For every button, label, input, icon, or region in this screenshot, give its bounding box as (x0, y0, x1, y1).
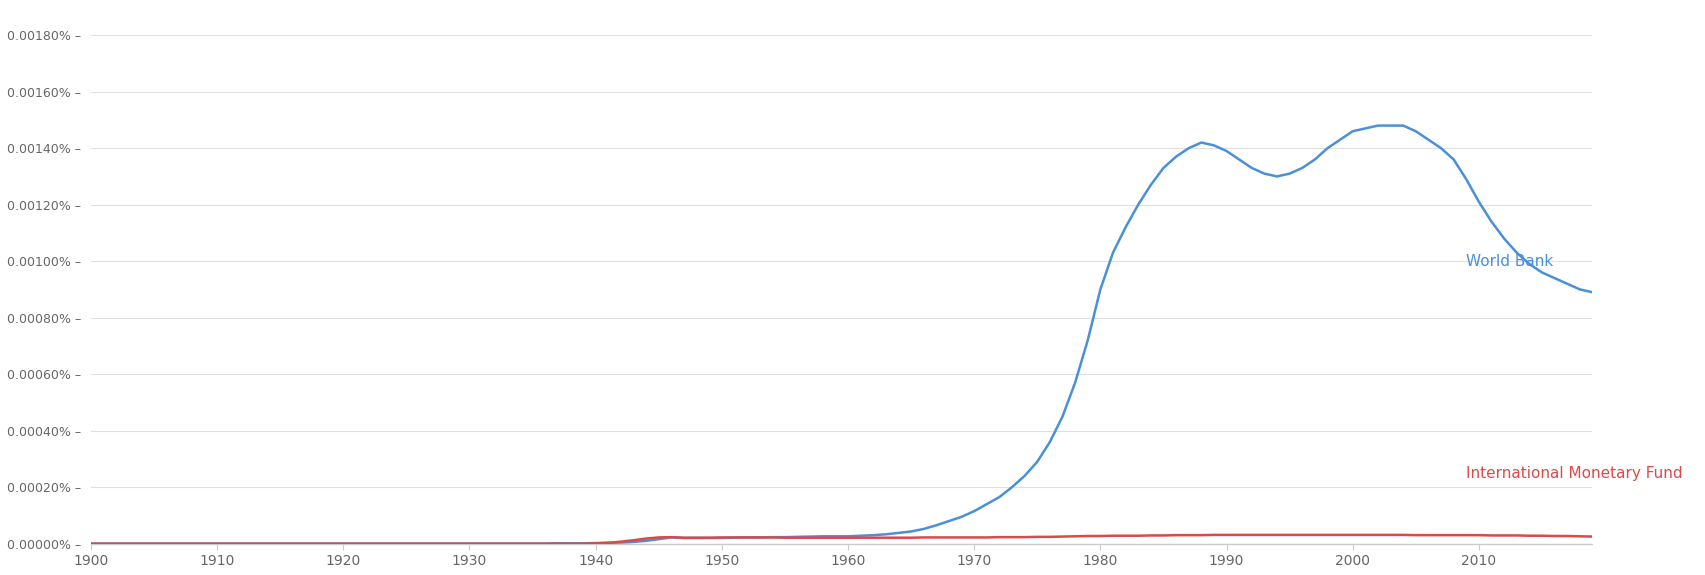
Text: World Bank: World Bank (1466, 254, 1553, 269)
Text: International Monetary Fund: International Monetary Fund (1466, 466, 1683, 481)
